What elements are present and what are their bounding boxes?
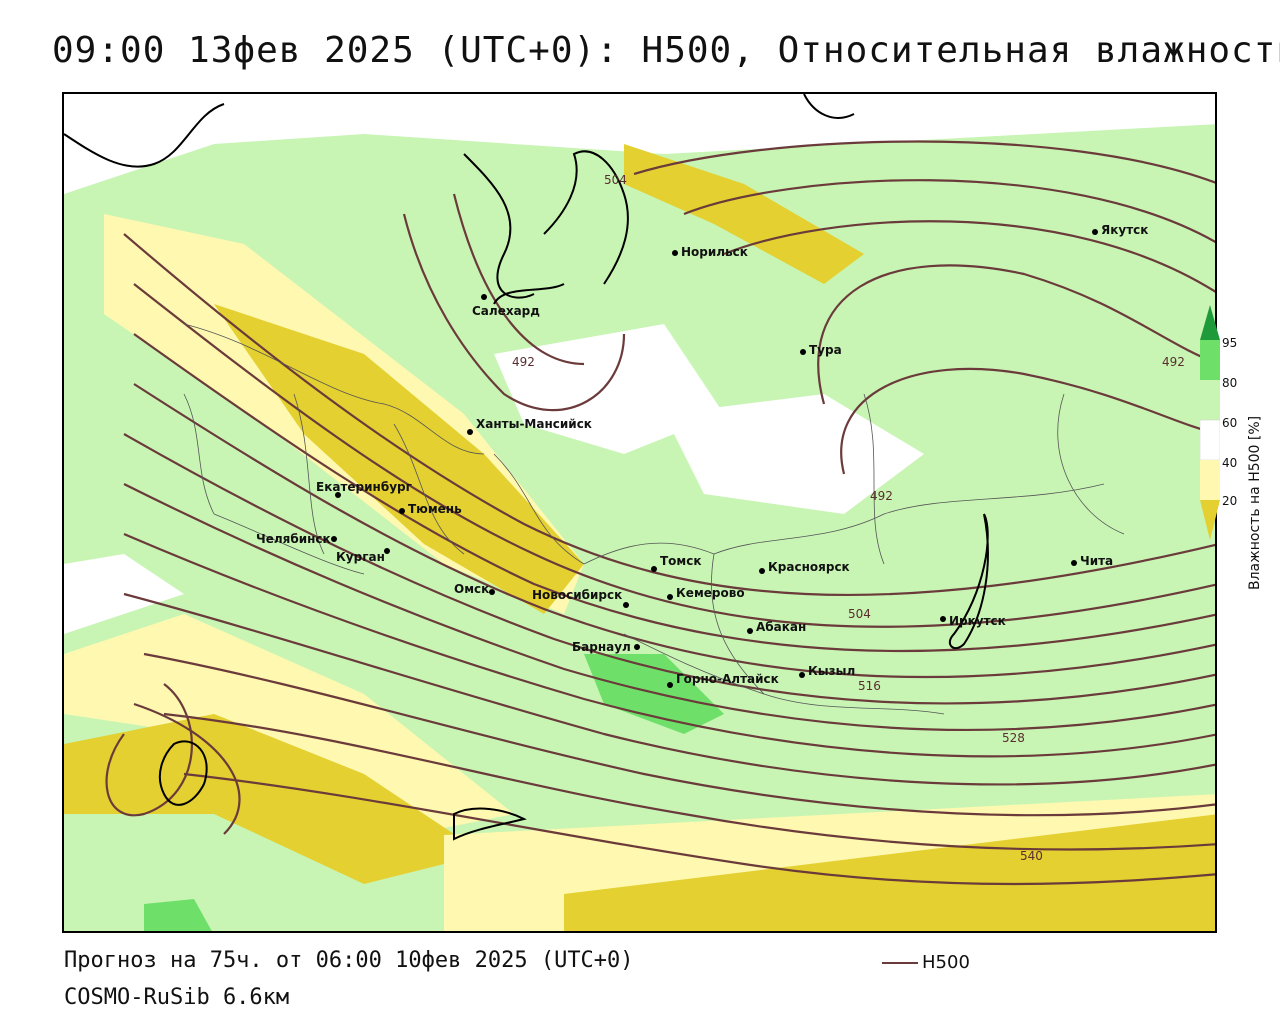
contour-label: 516 (858, 679, 881, 693)
city-yakutsk: Якутск (1092, 223, 1148, 237)
contour-label: 504 (604, 173, 627, 187)
contour-label: 492 (1162, 355, 1185, 369)
wet-area-southwest (144, 899, 212, 931)
svg-text:Кемерово: Кемерово (676, 586, 745, 600)
contour-label: 492 (870, 489, 893, 503)
svg-text:Барнаул: Барнаул (572, 640, 631, 654)
city-abakan: Абакан (747, 620, 806, 634)
map-title: 09:00 13фев 2025 (UTC+0): H500, Относите… (52, 30, 1280, 71)
city-gorno-altaysk: Горно-Алтайск (667, 672, 779, 688)
contour-label: 528 (1002, 731, 1025, 745)
humidity-field (64, 94, 1215, 931)
svg-text:Салехард: Салехард (472, 304, 540, 318)
black-sea-coast (158, 740, 208, 806)
city-khanty-mansiysk: Ханты-Мансийск (467, 417, 592, 435)
coastlines (64, 94, 989, 841)
svg-text:Тюмень: Тюмень (408, 502, 462, 516)
city-krasnoyarsk: Красноярск (759, 560, 850, 574)
h500-contours (105, 140, 1215, 886)
svg-text:Омск: Омск (454, 582, 489, 596)
colorbar-tick: 40 (1222, 456, 1238, 470)
clear-area-north (64, 94, 1215, 154)
city-novosibirsk: Новосибирск (532, 588, 629, 608)
svg-text:Красноярск: Красноярск (768, 560, 850, 574)
svg-text:Чита: Чита (1080, 554, 1113, 568)
cities: Салехард Норильск Якутск Тура Ханты-Манс… (256, 223, 1148, 688)
very-dry-area-west (64, 714, 484, 884)
city-irkutsk: Иркутск (940, 614, 1006, 628)
baikal-lake (948, 513, 989, 650)
colorbar-title: Влажность на H500 [%] (1247, 415, 1263, 590)
city-kurgan: Курган (336, 548, 390, 564)
svg-text:Екатеринбург: Екатеринбург (316, 480, 412, 494)
city-kemerovo: Кемерово (667, 586, 745, 600)
city-chelyabinsk: Челябинск (256, 532, 337, 546)
balkhash-lake (453, 807, 527, 841)
svg-text:Тура: Тура (809, 343, 842, 357)
legend-line (882, 961, 918, 964)
forecast-info: Прогноз на 75ч. от 06:00 10фев 2025 (UTC… (64, 948, 634, 973)
admin-boundaries (183, 323, 1125, 715)
clear-area-east (664, 394, 924, 514)
colorbar-bottom-arrow (1200, 500, 1220, 540)
svg-text:Челябинск: Челябинск (256, 532, 331, 546)
city-ekaterinburg: Екатеринбург (316, 480, 412, 498)
contour-label: 504 (848, 607, 871, 621)
svg-text:Иркутск: Иркутск (949, 614, 1006, 628)
city-chita: Чита (1071, 554, 1113, 568)
dry-area-west (64, 614, 514, 834)
colorbar-tick: 95 (1222, 336, 1238, 350)
svg-text:Горно-Алтайск: Горно-Алтайск (676, 672, 779, 686)
city-salekhard: Салехард (472, 294, 540, 318)
city-tura: Тура (800, 343, 842, 357)
very-dry-area-south (564, 814, 1215, 931)
city-barnaul: Барнаул (572, 640, 640, 654)
very-dry-band-north (624, 144, 864, 284)
city-tyumen: Тюмень (399, 502, 462, 516)
colorbar-tick: 80 (1222, 376, 1238, 390)
contour-label: 492 (512, 355, 535, 369)
colorbar-tick: 60 (1222, 416, 1238, 430)
model-name: COSMO-RuSib 6.6км (64, 985, 290, 1010)
city-tomsk: Томск (651, 554, 702, 572)
city-norilsk: Норильск (672, 245, 748, 259)
legend-label: H500 (922, 952, 970, 973)
map-canvas[interactable]: 504 492 492 492 504 516 528 540 Салехард… (64, 94, 1217, 933)
wet-area-altai (584, 654, 724, 734)
svg-text:Норильск: Норильск (681, 245, 748, 259)
svg-text:Абакан: Абакан (756, 620, 806, 634)
svg-text:Томск: Томск (660, 554, 702, 568)
contour-label-group: 504 492 492 492 504 516 528 540 (512, 173, 1185, 863)
svg-text:Кызыл: Кызыл (808, 664, 855, 678)
svg-text:Ханты-Мансийск: Ханты-Мансийск (476, 417, 592, 431)
humidity-colorbar (1200, 305, 1220, 540)
colorbar-tick: 20 (1222, 494, 1238, 508)
city-kyzyl: Кызыл (799, 664, 855, 678)
colorbar-top-arrow (1200, 305, 1220, 340)
h500-legend: H500 (882, 952, 970, 973)
svg-text:Новосибирск: Новосибирск (532, 588, 622, 602)
svg-text:Курган: Курган (336, 550, 385, 564)
contour-label: 540 (1020, 849, 1043, 863)
map-frame[interactable]: 504 492 492 492 504 516 528 540 Салехард… (62, 92, 1217, 933)
svg-text:Якутск: Якутск (1101, 223, 1148, 237)
city-omsk: Омск (454, 582, 495, 596)
